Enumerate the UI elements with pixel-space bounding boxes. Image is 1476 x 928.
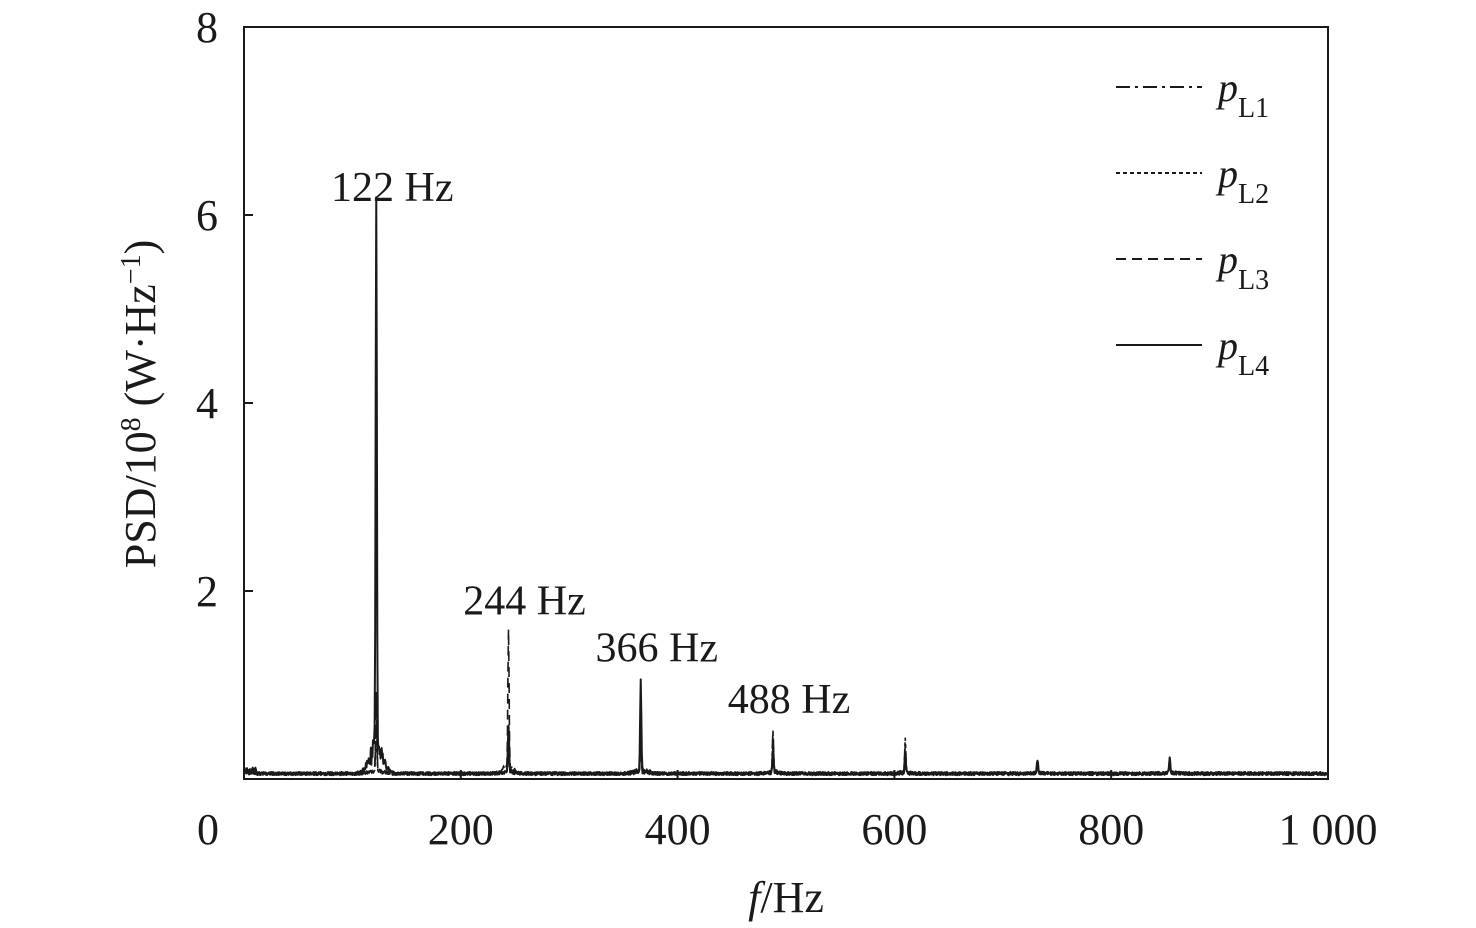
x-tick-label: 600 [861, 805, 927, 854]
legend-label-main: p [1215, 65, 1238, 110]
peak-annotation: 488 Hz [728, 677, 850, 723]
x-axis-title: f/Hz [748, 873, 824, 922]
series-line-pL4 [244, 196, 1329, 777]
series-line-pL2 [244, 725, 1329, 777]
legend-label-main: p [1215, 323, 1238, 368]
legend-label-pL3: pL3 [1215, 237, 1269, 296]
peak-annotation: 244 Hz [463, 579, 585, 625]
legend-label-sub: L4 [1238, 351, 1269, 382]
y-axis-title: PSD/108 (W·Hz−1) [116, 240, 166, 569]
x-tick-label: 0 [197, 805, 219, 854]
y-tick-label: 8 [196, 3, 218, 52]
plot-frame [243, 26, 1329, 780]
y-tick-label: 6 [196, 191, 218, 240]
legend-label-sub: L2 [1238, 179, 1269, 210]
legend-label-main: p [1215, 151, 1238, 196]
y-tick-label: 2 [196, 567, 218, 616]
y-tick-label: 4 [196, 379, 218, 428]
peak-annotation: 122 Hz [331, 165, 453, 211]
legend-label-pL2: pL2 [1215, 151, 1269, 210]
x-tick-label: 200 [428, 805, 494, 854]
x-tick-label: 1 000 [1279, 805, 1378, 854]
legend-label-pL1: pL1 [1215, 65, 1269, 124]
series-layer [244, 196, 1329, 777]
tick-layer: 0 200 400 600 800 1 000 2 4 6 8 [196, 3, 1378, 854]
legend-label-sub: L1 [1238, 93, 1269, 124]
x-tick-label: 400 [645, 805, 711, 854]
legend-label-sub: L3 [1238, 265, 1269, 296]
peak-annotation: 366 Hz [596, 626, 718, 672]
x-tick-label: 800 [1078, 805, 1144, 854]
legend-label-pL4: pL4 [1215, 323, 1269, 382]
legend-label-main: p [1215, 237, 1238, 282]
